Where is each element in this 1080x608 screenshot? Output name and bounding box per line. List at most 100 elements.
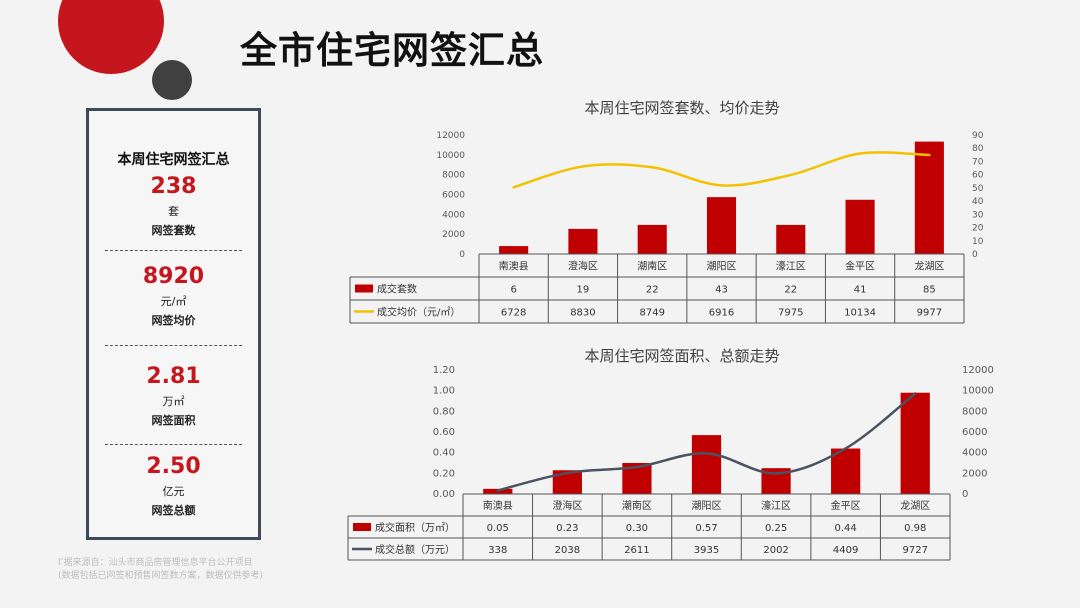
bar bbox=[914, 141, 944, 254]
data-label: 2611 bbox=[624, 545, 649, 556]
data-label: 338 bbox=[488, 545, 507, 556]
bar bbox=[568, 228, 598, 254]
y2-axis-tick-label: 30 bbox=[972, 210, 984, 220]
y2-axis-tick-label: 10 bbox=[972, 237, 984, 247]
metric-unit: 套 bbox=[168, 205, 179, 218]
data-label: 19 bbox=[577, 285, 590, 296]
footnote-line: (数据包括已网签和预售网签数方案，数据仅供参考) bbox=[58, 571, 264, 581]
bar bbox=[706, 197, 737, 254]
x-axis-category-label: 潮阳区 bbox=[707, 260, 737, 273]
data-label: 6 bbox=[510, 285, 516, 296]
bar bbox=[900, 392, 930, 494]
y2-axis-tick-label: 0 bbox=[962, 489, 968, 500]
y-axis-tick-label: 8000 bbox=[442, 171, 465, 181]
metric-unit: 元/㎡ bbox=[160, 295, 187, 308]
decorative-red-circle bbox=[58, 0, 164, 74]
data-label: 0.57 bbox=[695, 523, 717, 534]
data-label: 9727 bbox=[902, 545, 927, 556]
series-line bbox=[512, 151, 931, 189]
data-label: 2002 bbox=[763, 545, 788, 556]
y2-axis-tick-label: 60 bbox=[972, 171, 984, 181]
series-line bbox=[496, 392, 917, 492]
legend-swatch-bar bbox=[353, 523, 371, 531]
metric-value: 8920 bbox=[142, 264, 205, 289]
y2-axis-tick-label: 10000 bbox=[962, 386, 994, 397]
metric-value: 2.81 bbox=[146, 364, 201, 389]
y-axis-tick-label: 6000 bbox=[442, 191, 465, 201]
data-label: 41 bbox=[854, 285, 867, 296]
y2-axis-tick-label: 8000 bbox=[962, 406, 987, 417]
metric-total: 2.50 亿元 网签总额 bbox=[89, 454, 258, 520]
legend-label: 成交套数 bbox=[377, 283, 417, 296]
x-axis-category-label: 潮阳区 bbox=[692, 499, 722, 512]
metric-label: 网签均价 bbox=[151, 314, 196, 327]
metric-label: 网签总额 bbox=[151, 504, 196, 517]
y-axis-tick-label: 0.80 bbox=[433, 406, 455, 417]
metric-value: 238 bbox=[150, 174, 197, 199]
x-axis-category-label: 澄海区 bbox=[568, 260, 598, 273]
x-axis-category-label: 龙湖区 bbox=[900, 499, 930, 512]
footnote-line: Г据来源自：汕头市商品房管理信息平台公开项目 bbox=[58, 558, 253, 568]
data-label: 22 bbox=[784, 285, 797, 296]
metric-area: 2.81 万㎡ 网签面积 bbox=[89, 364, 258, 430]
bar bbox=[831, 448, 861, 494]
x-axis-category-label: 南澳县 bbox=[483, 499, 513, 512]
bar bbox=[845, 199, 875, 254]
metric-value: 2.50 bbox=[146, 454, 201, 479]
data-label: 0.30 bbox=[626, 523, 648, 534]
data-label: 6916 bbox=[709, 308, 734, 319]
data-label: 3935 bbox=[694, 545, 719, 556]
data-label: 8830 bbox=[570, 308, 595, 319]
x-axis-category-label: 金平区 bbox=[831, 499, 861, 512]
legend-label: 成交面积（万㎡） bbox=[375, 521, 455, 534]
x-axis-category-label: 濠江区 bbox=[776, 260, 806, 273]
footnote: Г据来源自：汕头市商品房管理信息平台公开项目 (数据包括已网签和预售网签数方案，… bbox=[58, 557, 263, 583]
y-axis-tick-label: 0.40 bbox=[433, 448, 455, 459]
legend-swatch-bar bbox=[355, 284, 373, 293]
y2-axis-tick-label: 70 bbox=[972, 157, 984, 167]
y-axis-tick-label: 2000 bbox=[442, 230, 465, 240]
data-label: 0.25 bbox=[765, 523, 787, 534]
y-axis-tick-label: 0.00 bbox=[433, 489, 455, 500]
divider bbox=[105, 250, 242, 251]
y2-axis-tick-label: 4000 bbox=[962, 448, 987, 459]
y-axis-tick-label: 10000 bbox=[436, 151, 465, 161]
x-axis-category-label: 潮南区 bbox=[622, 499, 652, 512]
y-axis-tick-label: 1.20 bbox=[433, 365, 455, 376]
divider bbox=[105, 345, 242, 346]
y-axis-tick-label: 12000 bbox=[436, 131, 465, 141]
data-label: 2038 bbox=[555, 545, 580, 556]
data-label: 4409 bbox=[833, 545, 858, 556]
bar bbox=[499, 246, 529, 254]
data-label: 9977 bbox=[917, 308, 942, 319]
y-axis-tick-label: 0 bbox=[459, 250, 465, 260]
y2-axis-tick-label: 80 bbox=[972, 144, 984, 154]
x-axis-category-label: 龙湖区 bbox=[914, 260, 944, 273]
metric-unit: 亿元 bbox=[162, 485, 185, 498]
y-axis-tick-label: 0.20 bbox=[433, 468, 455, 479]
data-label: 8749 bbox=[639, 308, 664, 319]
data-label: 6728 bbox=[501, 308, 526, 319]
x-axis-category-label: 金平区 bbox=[845, 260, 875, 273]
bar bbox=[776, 224, 806, 254]
y2-axis-tick-label: 20 bbox=[972, 224, 984, 234]
divider bbox=[105, 444, 242, 445]
y-axis-tick-label: 4000 bbox=[442, 210, 465, 220]
chart-area-total: 本周住宅网签面积、总额走势 0.00 0.20 0.40 0.60 0.80 1.00 1.2… bbox=[347, 347, 994, 561]
y2-axis-tick-label: 2000 bbox=[962, 468, 987, 479]
y2-axis-tick-label: 6000 bbox=[962, 427, 987, 438]
data-label: 0.05 bbox=[487, 523, 509, 534]
y-axis-tick-label: 1.00 bbox=[433, 386, 455, 397]
x-axis-category-label: 潮南区 bbox=[637, 260, 667, 273]
summary-title: 本周住宅网签汇总 bbox=[117, 152, 230, 168]
data-label: 0.23 bbox=[556, 523, 578, 534]
y2-axis-tick-label: 50 bbox=[972, 184, 984, 194]
y-axis-tick-label: 0.60 bbox=[433, 427, 455, 438]
data-label: 0.44 bbox=[835, 523, 857, 534]
summary-panel: 本周住宅网签汇总 238 套 网签套数 8920 元/㎡ 网签均价 2.81 万… bbox=[86, 108, 261, 540]
chart-title: 本周住宅网签套数、均价走势 bbox=[584, 99, 779, 117]
chart-units-price: 本周住宅网签套数、均价走势 0 2000 4000 6000 8000 10000 12000… bbox=[349, 99, 984, 324]
y2-axis-tick-label: 0 bbox=[972, 250, 978, 260]
y2-axis-tick-label: 90 bbox=[972, 131, 984, 141]
y2-axis-tick-label: 12000 bbox=[962, 365, 994, 376]
